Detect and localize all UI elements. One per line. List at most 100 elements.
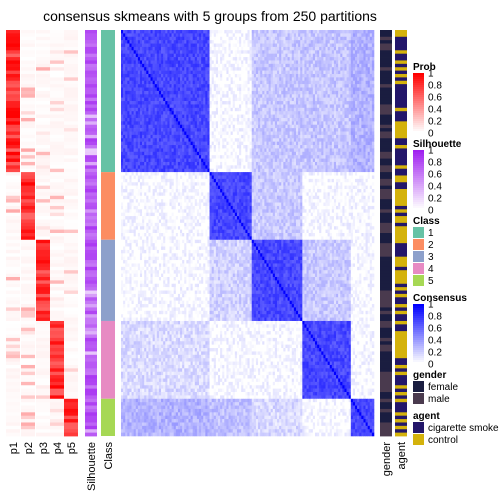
consensus-cell [121,73,124,78]
consensus-cell [167,46,170,51]
consensus-cell [209,117,212,122]
consensus-cell [342,67,345,71]
consensus-cell [182,60,185,65]
consensus-cell [154,50,158,54]
consensus-cell [188,46,191,51]
consensus-cell [338,43,341,48]
consensus-cell [348,101,352,105]
consensus-cell [215,124,219,129]
consensus-cell [131,43,134,48]
prob-cell [21,70,35,75]
consensus-cell [325,97,328,102]
consensus-cell [306,40,309,44]
consensus-cell [367,33,371,38]
consensus-cell [171,53,175,58]
consensus-cell [308,73,312,78]
consensus-cell [173,121,177,126]
consensus-cell [169,124,172,129]
consensus-cell [266,124,269,129]
consensus-cell [228,60,231,65]
consensus-cell [224,124,227,129]
prob-cell [64,30,78,34]
consensus-cell [190,131,193,136]
prob-cell [64,124,78,129]
consensus-cell [194,46,198,51]
prob-cell [36,331,50,335]
consensus-cell [348,60,352,65]
consensus-cell [171,84,175,88]
consensus-cell [300,107,303,112]
prob-cell [6,317,20,322]
consensus-cell [154,70,158,75]
silhouette-cell [85,63,97,68]
silhouette-cell [85,256,97,261]
prob-cell [36,415,50,420]
consensus-cell [344,63,347,68]
consensus-cell [121,67,124,71]
consensus-cell [253,141,257,146]
prob-cell [21,145,35,149]
consensus-cell [205,97,208,102]
consensus-cell [371,107,375,112]
consensus-cell [152,94,156,98]
consensus-cell [232,67,236,71]
consensus-cell [201,87,204,92]
consensus-cell [247,50,250,54]
consensus-cell [281,104,284,109]
consensus-cell [344,104,347,109]
consensus-cell [289,50,293,54]
consensus-cell [222,57,225,61]
consensus-cell [127,36,130,41]
consensus-cell [298,114,301,119]
consensus-cell [295,30,299,34]
consensus-cell [314,63,318,68]
consensus-cell [232,104,236,109]
consensus-cell [201,128,204,132]
consensus-cell [133,67,137,71]
prob-cell [50,375,64,379]
consensus-cell [371,124,375,129]
consensus-cell [306,46,309,51]
consensus-cell [279,53,282,58]
prob-cell [6,297,20,302]
consensus-cell [319,90,322,95]
consensus-cell [207,121,210,126]
consensus-cell [201,80,204,85]
consensus-cell [251,124,255,129]
consensus-cell [146,40,149,44]
consensus-cell [137,111,141,115]
consensus-cell [175,128,179,132]
consensus-cell [355,46,358,51]
consensus-cell [300,101,303,105]
consensus-cell [348,63,352,68]
consensus-cell [365,43,368,48]
prob-cell [50,172,64,176]
consensus-cell [226,70,229,75]
consensus-cell [222,94,225,98]
consensus-cell [186,97,189,102]
consensus-cell [308,104,312,109]
consensus-cell [300,128,303,132]
consensus-cell [232,128,236,132]
consensus-cell [236,84,240,88]
consensus-cell [123,40,126,44]
consensus-cell [245,50,248,54]
consensus-cell [359,57,362,61]
consensus-cell [264,97,267,102]
consensus-cell [279,36,282,41]
consensus-cell [144,60,147,65]
consensus-cell [249,138,253,142]
consensus-cell [152,67,156,71]
consensus-cell [260,104,263,109]
consensus-cell [137,46,141,51]
prob-cell [64,36,78,41]
consensus-cell [180,104,183,109]
prob-cell [50,36,64,41]
consensus-cell [249,40,253,44]
consensus-cell [371,114,375,119]
consensus-cell [199,53,202,58]
consensus-cell [129,57,132,61]
consensus-cell [222,80,225,85]
consensus-cell [243,43,246,48]
consensus-cell [129,114,132,119]
